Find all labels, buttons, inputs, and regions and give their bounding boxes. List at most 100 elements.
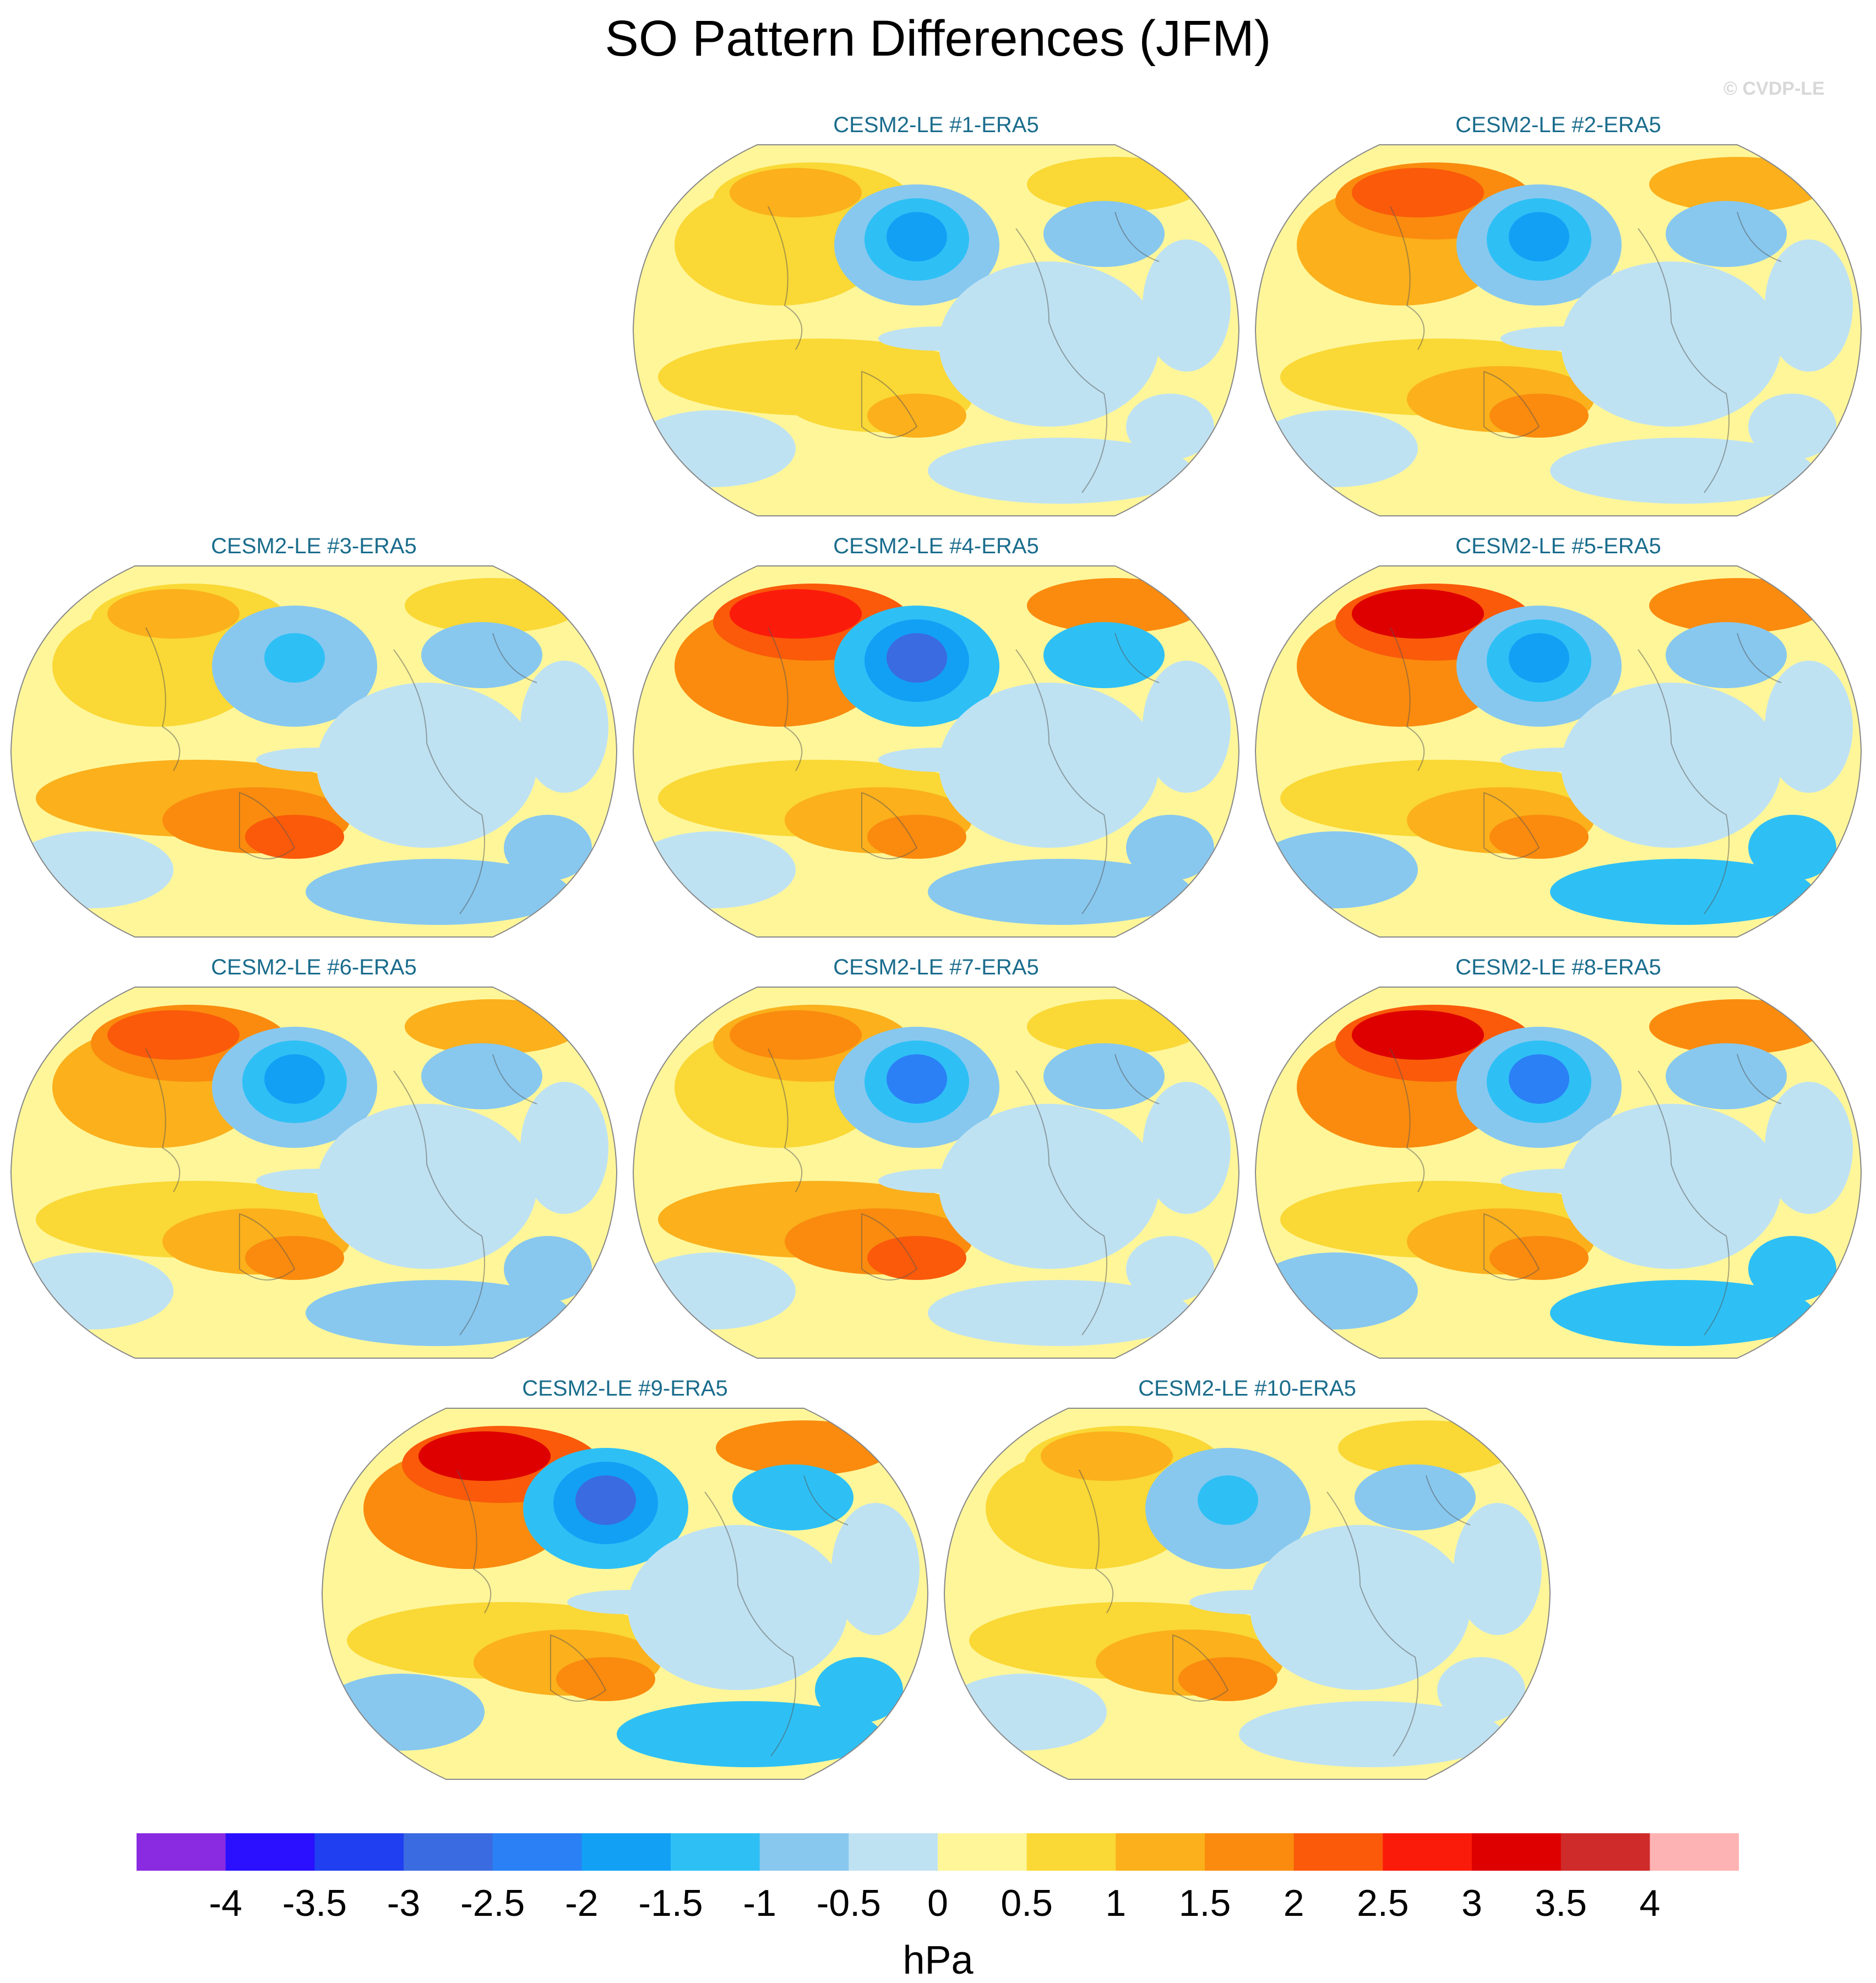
contour-region — [1143, 1082, 1231, 1214]
colorbar-tick-label: 3 — [1461, 1882, 1482, 1924]
contour-region — [245, 815, 344, 859]
contour-region — [730, 168, 862, 217]
contour-region — [878, 1169, 999, 1193]
contour-region — [1500, 326, 1622, 351]
colorbar-box — [581, 1833, 671, 1871]
coastline — [456, 1469, 492, 1614]
contour-region — [887, 633, 947, 683]
coastline — [1114, 1054, 1160, 1104]
contour-region — [1561, 683, 1781, 848]
panel-title: CESM2-LE #9-ERA5 — [522, 1376, 728, 1401]
contour-region — [1189, 1590, 1311, 1614]
contour-region — [1748, 394, 1836, 460]
contour-region — [1765, 239, 1853, 372]
contour-region — [1178, 1657, 1277, 1701]
colorbar-box — [759, 1833, 849, 1871]
coastline — [704, 1491, 796, 1757]
colorbar-tick-label: 2 — [1284, 1882, 1304, 1924]
contour-region — [928, 438, 1192, 504]
contour-region — [107, 589, 240, 639]
coastline — [1015, 228, 1107, 493]
colorbar-tick-label: -0.5 — [817, 1882, 881, 1924]
map-panel-10: CESM2-LE #10-ERA5 — [942, 1376, 1553, 1795]
globe-outline — [10, 987, 618, 1359]
coastline — [1483, 792, 1540, 859]
contour-region — [418, 1431, 551, 1481]
contour-region — [306, 859, 570, 925]
coastline — [239, 1213, 296, 1281]
contour-region — [831, 1503, 920, 1635]
contour-region — [1748, 1236, 1836, 1302]
contour-region — [633, 410, 796, 487]
contour-region — [1765, 1082, 1853, 1214]
contour-region — [1043, 201, 1165, 267]
coastline — [768, 627, 803, 771]
colorbar-box — [1383, 1833, 1472, 1871]
panel-title: CESM2-LE #2-ERA5 — [1455, 113, 1661, 137]
map — [1254, 565, 1862, 938]
coastline — [803, 1475, 849, 1526]
colorbar-box — [314, 1833, 404, 1871]
colorbar-box — [404, 1833, 493, 1871]
coastline — [768, 1048, 803, 1192]
contour-region — [617, 1701, 881, 1767]
contour-region — [1041, 1431, 1173, 1481]
contour-region — [732, 1464, 853, 1530]
contour-region — [575, 1475, 636, 1525]
coastline — [145, 1048, 181, 1192]
colorbar-box — [1293, 1833, 1383, 1871]
contour-region — [567, 1590, 688, 1614]
coastline — [1172, 1634, 1229, 1702]
colorbar-box — [1650, 1833, 1739, 1871]
contour-region — [887, 212, 947, 262]
contour-region — [1126, 394, 1214, 460]
colorbar-tick-label: -4 — [209, 1882, 242, 1924]
colorbar-tick-label: -1 — [743, 1882, 776, 1924]
map — [10, 987, 618, 1359]
contour-region — [1509, 1054, 1569, 1104]
colorbar-box — [1472, 1833, 1562, 1871]
map — [1254, 987, 1862, 1359]
map — [943, 1408, 1551, 1780]
globe-outline — [632, 987, 1240, 1359]
map-panel-8: CESM2-LE #8-ERA5 — [1253, 955, 1864, 1374]
coastline — [1326, 1491, 1418, 1757]
contour-region — [520, 661, 608, 793]
contour-region — [1355, 1464, 1476, 1530]
contour-region — [245, 1236, 344, 1280]
coastline — [1483, 1213, 1540, 1281]
map — [632, 144, 1240, 516]
coastline — [550, 1634, 607, 1702]
colorbar-box — [492, 1833, 582, 1871]
coastline — [861, 1213, 918, 1281]
contour-region — [306, 1280, 570, 1346]
contour-region — [256, 748, 377, 772]
contour-region — [11, 831, 173, 908]
colorbar-box — [137, 1833, 226, 1871]
panel-title: CESM2-LE #1-ERA5 — [833, 113, 1039, 137]
contour-region — [633, 1252, 796, 1330]
coastline — [492, 633, 537, 683]
colorbar-tick-label: -3 — [387, 1882, 420, 1924]
contour-region — [520, 1082, 608, 1214]
globe-outline — [943, 1408, 1551, 1780]
contour-region — [867, 1236, 966, 1280]
colorbar-box — [1116, 1833, 1205, 1871]
coastline — [768, 206, 803, 350]
contour-region — [1352, 589, 1484, 639]
contour-region — [264, 633, 325, 683]
coastline — [1390, 206, 1425, 350]
contour-region — [1043, 1043, 1165, 1109]
contour-region — [421, 622, 542, 688]
contour-region — [1126, 1236, 1214, 1302]
contour-region — [421, 1043, 542, 1109]
globe-outline — [10, 565, 618, 938]
watermark: © CVDP-LE — [1723, 78, 1825, 99]
panel-title: CESM2-LE #3-ERA5 — [211, 534, 417, 558]
contour-region — [1489, 394, 1589, 438]
coastline — [1079, 1469, 1114, 1614]
globe-outline — [1254, 144, 1862, 516]
map-panel-1: CESM2-LE #1-ERA5 — [630, 113, 1242, 531]
contour-region — [939, 262, 1159, 427]
globe-outline — [632, 565, 1240, 938]
